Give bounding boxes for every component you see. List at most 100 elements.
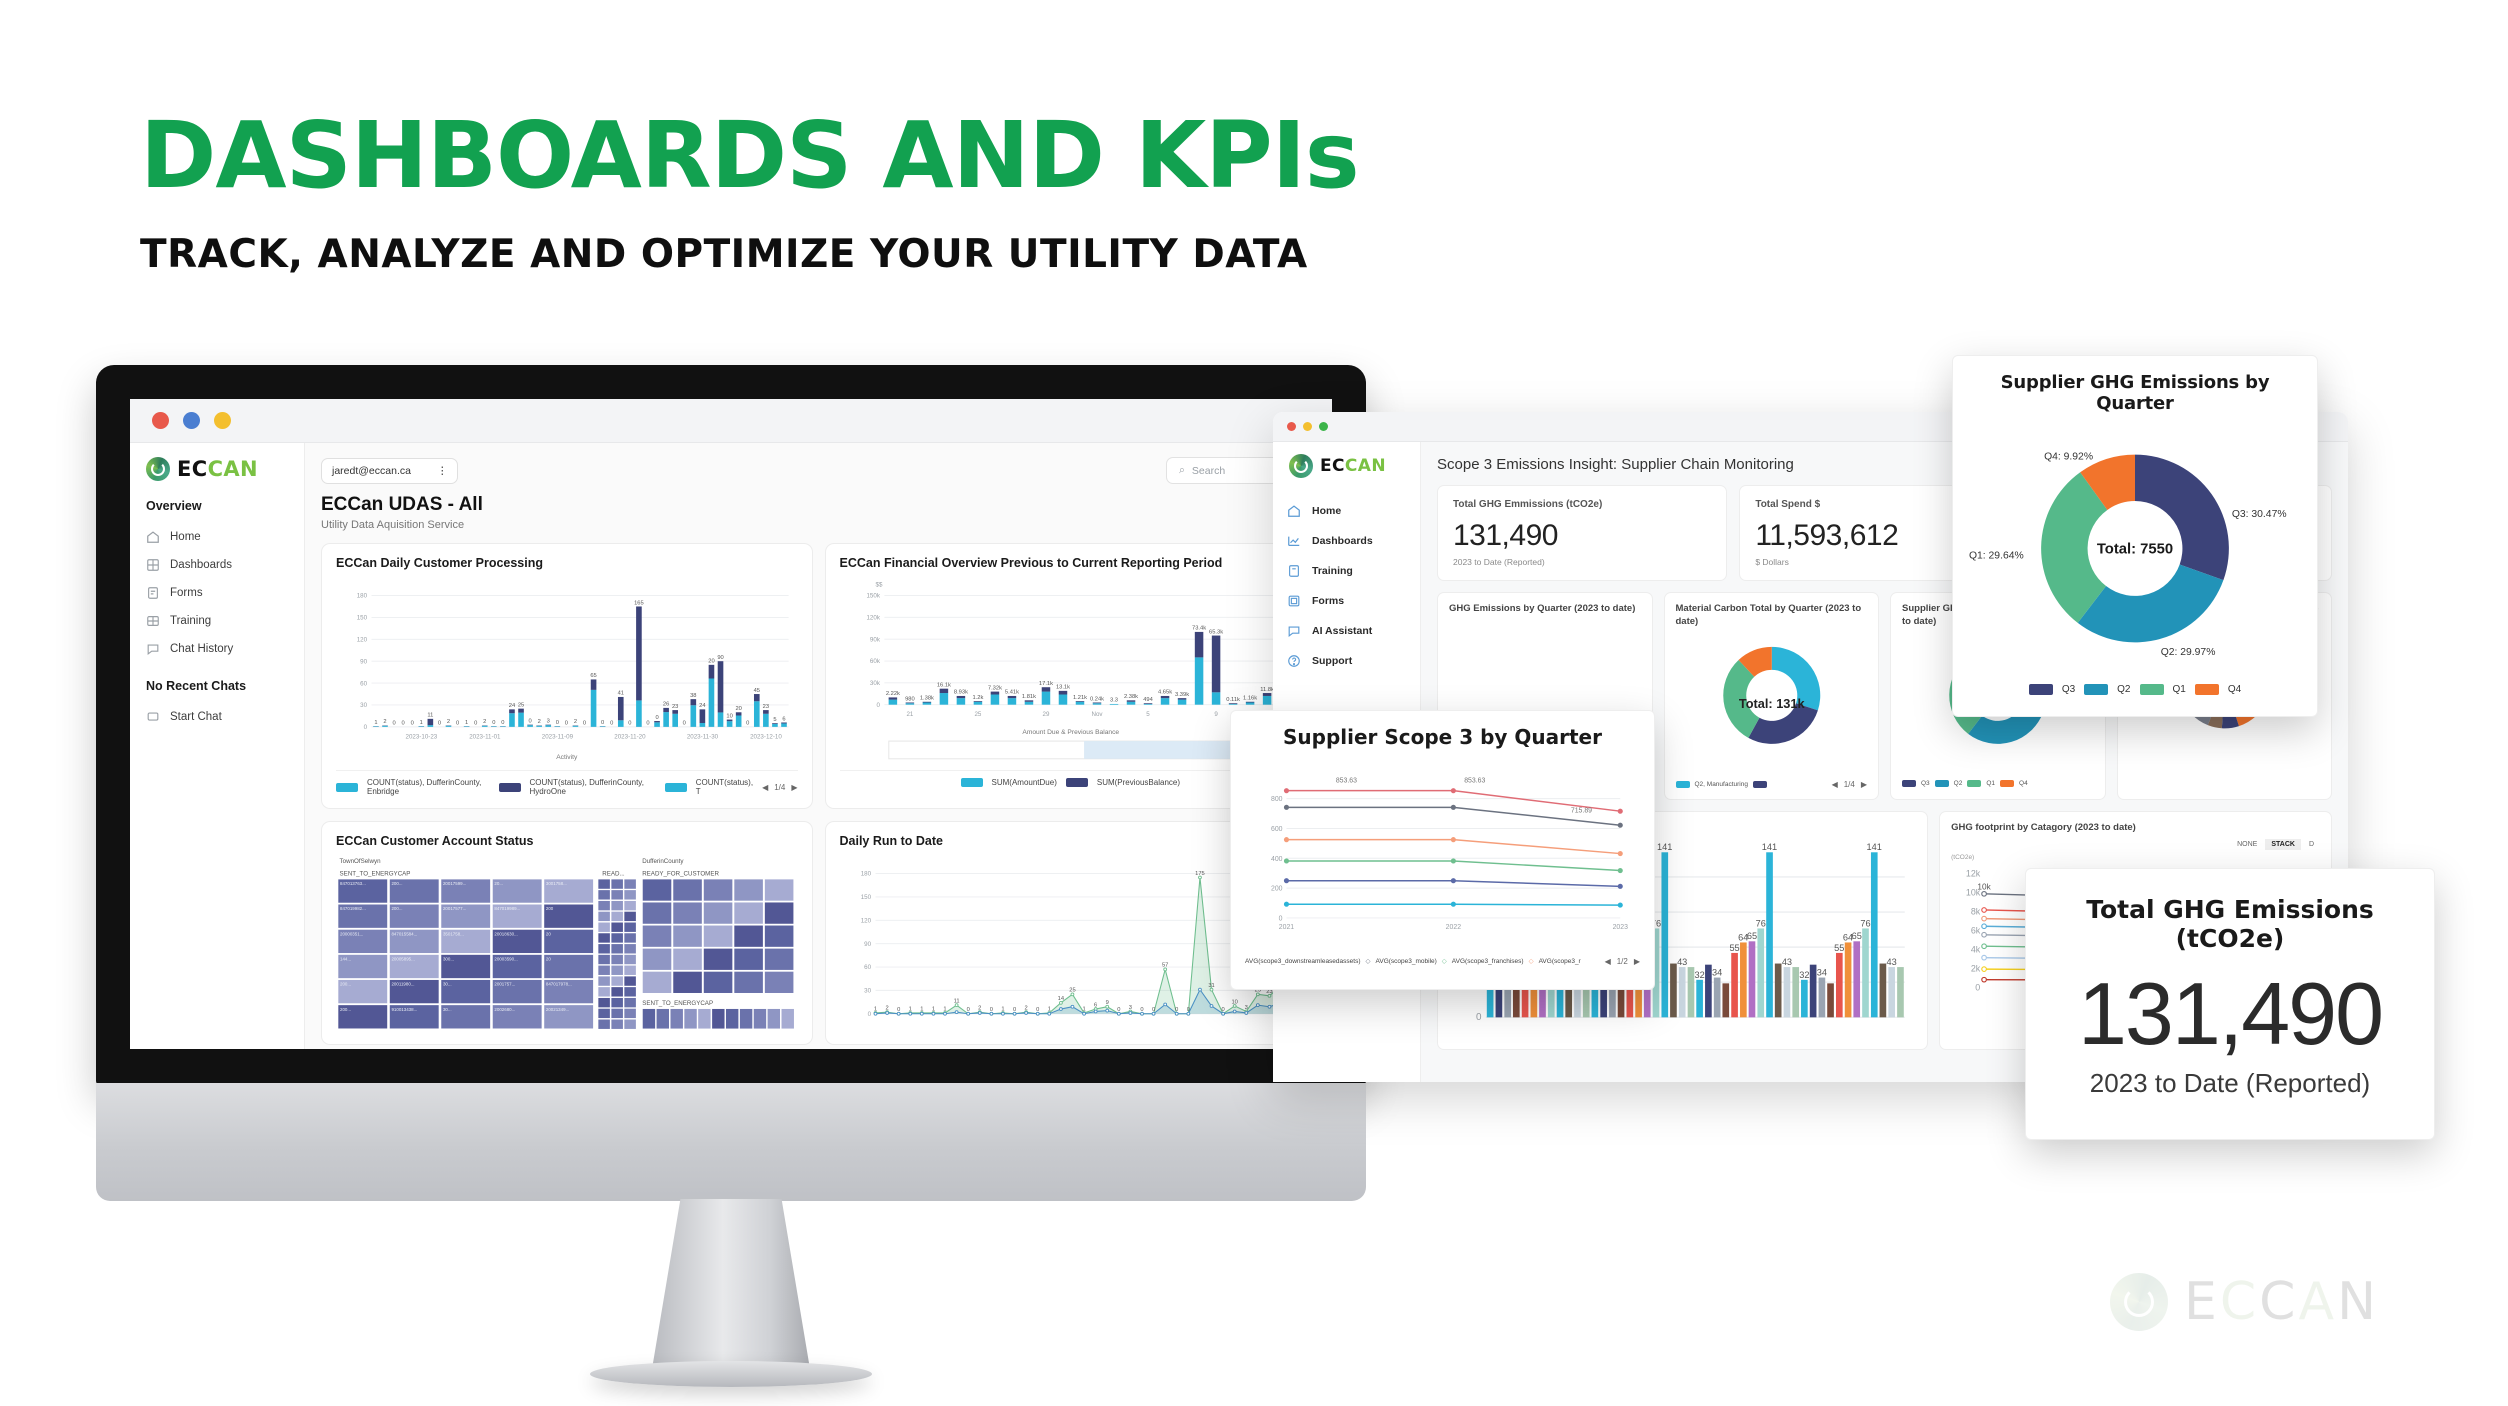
sidebar-item-home[interactable]: Home: [130, 523, 304, 551]
legend-label: AVG(scope3_downstreamleasedassets): [1245, 957, 1361, 965]
sidebar-item-dashboards[interactable]: Dashboards: [130, 551, 304, 579]
svg-text:24: 24: [509, 703, 516, 709]
prev-page-icon[interactable]: ◀: [762, 782, 769, 792]
mini-legend: Q3 Q2 Q1 Q4: [1902, 780, 2094, 788]
svg-text:34: 34: [1817, 967, 1827, 977]
svg-text:0: 0: [411, 721, 414, 727]
minimize-icon[interactable]: [183, 412, 200, 429]
sidebar-section-chats: No Recent Chats: [146, 679, 247, 693]
svg-text:3.3: 3.3: [1110, 698, 1118, 704]
maximize-icon[interactable]: [1319, 422, 1328, 431]
toggle-none[interactable]: NONE: [2237, 840, 2258, 848]
main-topbar: jaredt@eccan.ca ⋮ ⌕ Search: [321, 457, 1316, 484]
svg-text:0: 0: [456, 721, 459, 727]
eccan-logo-icon: [1289, 454, 1313, 478]
dashboard-subtitle: Utility Data Aquisition Service: [321, 519, 465, 531]
svg-text:200: 200: [546, 907, 554, 912]
close-icon[interactable]: [1287, 422, 1296, 431]
legend-label: COUNT(status), T: [695, 778, 754, 797]
svg-text:2: 2: [1024, 1006, 1027, 1012]
svg-text:10k: 10k: [1978, 882, 1992, 891]
line-annotation: 715.89: [1571, 807, 1592, 814]
svg-text:38: 38: [690, 693, 696, 699]
svg-text:20011980...: 20011980...: [391, 982, 414, 987]
svg-text:20003590...: 20003590...: [494, 957, 517, 962]
sidebar-item-ai-assistant[interactable]: AI Assistant: [1273, 616, 1420, 646]
chart-pager[interactable]: ◀ 1/4 ▶: [762, 783, 797, 792]
training-icon: [146, 614, 160, 628]
chart-pager[interactable]: ◀ 1/2 ▶: [1605, 957, 1640, 966]
prev-page-icon[interactable]: ◀: [1831, 780, 1838, 790]
sidebar-item-forms[interactable]: Forms: [130, 579, 304, 607]
sidebar-item-dashboards[interactable]: Dashboards: [1273, 526, 1420, 556]
monitor-stand-base: [590, 1361, 872, 1387]
headline-block: DASHBOARDS AND KPIs TRACK, ANALYZE AND O…: [140, 110, 1360, 278]
donut-label-q1: Q1: 29.64%: [1969, 550, 2024, 561]
svg-text:0: 0: [492, 720, 495, 726]
svg-text:55: 55: [1834, 943, 1844, 953]
sidebar-item-home[interactable]: Home: [1273, 496, 1420, 526]
chart-customer-account-status: TownOfSelwyn DufferinCounty SENT_TO_ENER…: [337, 858, 796, 1031]
svg-text:0: 0: [402, 721, 405, 727]
svg-text:0: 0: [438, 721, 441, 727]
svg-text:150: 150: [357, 615, 368, 622]
range-slider-window[interactable]: [1083, 741, 1270, 759]
main-window-titlebar: [130, 399, 1332, 443]
svg-text:20018630...: 20018630...: [494, 932, 517, 937]
sidebar-item-forms[interactable]: Forms: [1273, 586, 1420, 616]
sidebar-item-support[interactable]: Support: [1273, 646, 1420, 676]
sidebar-item-label: Forms: [1312, 595, 1345, 607]
svg-text:20017577...: 20017577...: [443, 907, 466, 912]
close-icon[interactable]: [152, 412, 169, 429]
svg-text:30k: 30k: [869, 680, 880, 687]
svg-text:0: 0: [565, 721, 568, 727]
page-heading: ECCan UDAS - All Utility Data Aquisition…: [321, 494, 1316, 531]
prev-page-icon[interactable]: ◀: [1604, 956, 1611, 966]
stack-toggle-group[interactable]: NONE STACK D: [1951, 838, 2320, 850]
svg-text:1: 1: [1082, 1007, 1085, 1013]
svg-text:1.2k: 1.2k: [972, 695, 983, 701]
svg-text:60: 60: [864, 965, 871, 972]
svg-text:141: 141: [1657, 842, 1672, 852]
svg-text:1.21k: 1.21k: [1072, 695, 1086, 701]
legend-swatch: [336, 782, 358, 792]
user-account-selector[interactable]: jaredt@eccan.ca ⋮: [321, 457, 459, 484]
legend-label: Q3: [2061, 683, 2076, 695]
toggle-stack[interactable]: STACK: [2265, 838, 2301, 850]
svg-text:23: 23: [1266, 990, 1272, 996]
sidebar-item-label: Chat History: [170, 643, 234, 655]
svg-text:200: 200: [1271, 886, 1283, 893]
sidebar-item-training[interactable]: Training: [1273, 556, 1420, 586]
next-page-icon[interactable]: ▶: [1633, 956, 1640, 966]
sidebar-item-chat-history[interactable]: Chat History: [130, 635, 304, 663]
svg-text:847015584...: 847015584...: [391, 932, 417, 937]
mini-pager[interactable]: ◀ 1/4 ▶: [1832, 780, 1867, 789]
svg-text:SENT_TO_ENERGYCAP: SENT_TO_ENERGYCAP: [642, 1000, 713, 1007]
next-page-icon[interactable]: ▶: [1860, 780, 1867, 790]
svg-text:200...: 200...: [391, 881, 402, 886]
svg-text:30: 30: [864, 988, 871, 995]
svg-text:1: 1: [908, 1007, 911, 1013]
svg-text:1.81k: 1.81k: [1021, 694, 1035, 700]
svg-text:180: 180: [860, 871, 871, 878]
svg-text:2.38k: 2.38k: [1123, 694, 1137, 700]
svg-text:90: 90: [360, 658, 367, 665]
sidebar-item-training[interactable]: Training: [130, 607, 304, 635]
sidebar-item-start-chat[interactable]: Start Chat: [130, 703, 304, 731]
maximize-icon[interactable]: [214, 412, 231, 429]
eccan-logo-icon: [146, 457, 170, 481]
watermark-text: ECCAN: [2184, 1272, 2379, 1332]
legend-swatch: [960, 778, 983, 788]
brand-name: ECCAN: [1320, 456, 1386, 476]
minimize-icon[interactable]: [1303, 422, 1312, 431]
next-page-icon[interactable]: ▶: [791, 782, 798, 792]
svg-text:2: 2: [978, 1006, 981, 1012]
svg-text:120: 120: [357, 637, 368, 644]
legend-label: Q1: [1986, 780, 1996, 788]
svg-text:150: 150: [860, 894, 871, 901]
toggle-d[interactable]: D: [2308, 840, 2314, 848]
svg-text:73.4k: 73.4k: [1192, 626, 1206, 632]
svg-text:32: 32: [1695, 970, 1705, 980]
svg-text:2: 2: [538, 719, 541, 725]
